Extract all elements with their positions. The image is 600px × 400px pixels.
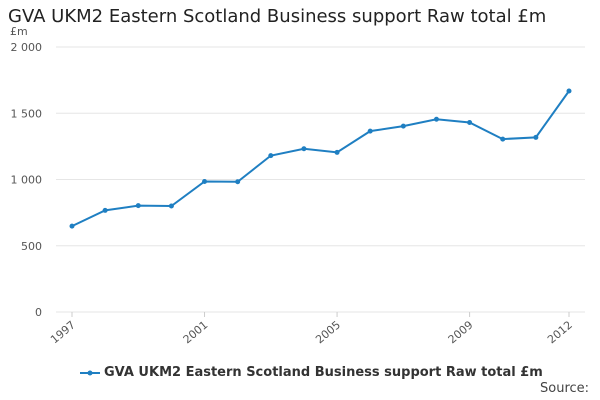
data-point[interactable] [235,179,241,185]
y-tick-label: 1 000 [11,174,43,187]
x-tick-label: 2001 [181,318,211,346]
data-point[interactable] [135,203,141,209]
x-tick-label: 2009 [446,318,476,346]
data-point[interactable] [400,123,406,129]
x-tick-label: 2012 [545,318,575,346]
x-tick-label: 1997 [48,318,78,346]
legend-swatch [80,370,100,375]
x-tick-label: 2005 [313,318,343,346]
series-line [71,90,570,228]
data-point[interactable] [168,203,174,209]
y-tick-label: 0 [35,306,42,319]
data-point[interactable] [467,120,473,126]
data-point[interactable] [102,207,108,213]
data-point[interactable] [268,153,274,159]
legend: GVA UKM2 Eastern Scotland Business suppo… [80,365,543,380]
legend-label: GVA UKM2 Eastern Scotland Business suppo… [104,365,543,380]
series-layer [69,88,572,229]
data-point[interactable] [334,149,340,155]
y-tick-label: 2 000 [11,41,43,54]
y-tick-label: 500 [21,240,42,253]
data-point[interactable] [533,134,539,140]
data-point[interactable] [566,88,572,94]
data-point[interactable] [69,223,75,229]
axes: 0 500 1 000 1 500 2 000 1997 2001 2005 2009 2012 [11,41,575,346]
source-label: Source: [540,381,590,396]
data-point[interactable] [202,178,208,184]
y-tick-label: 1 500 [11,107,43,120]
chart-title: GVA UKM2 Eastern Scotland Business suppo… [8,6,547,27]
data-point[interactable] [500,136,506,142]
data-point[interactable] [433,116,439,122]
data-point[interactable] [301,146,307,152]
y-axis-label: £m [10,25,28,38]
data-point[interactable] [367,128,373,134]
gridlines [56,46,585,313]
